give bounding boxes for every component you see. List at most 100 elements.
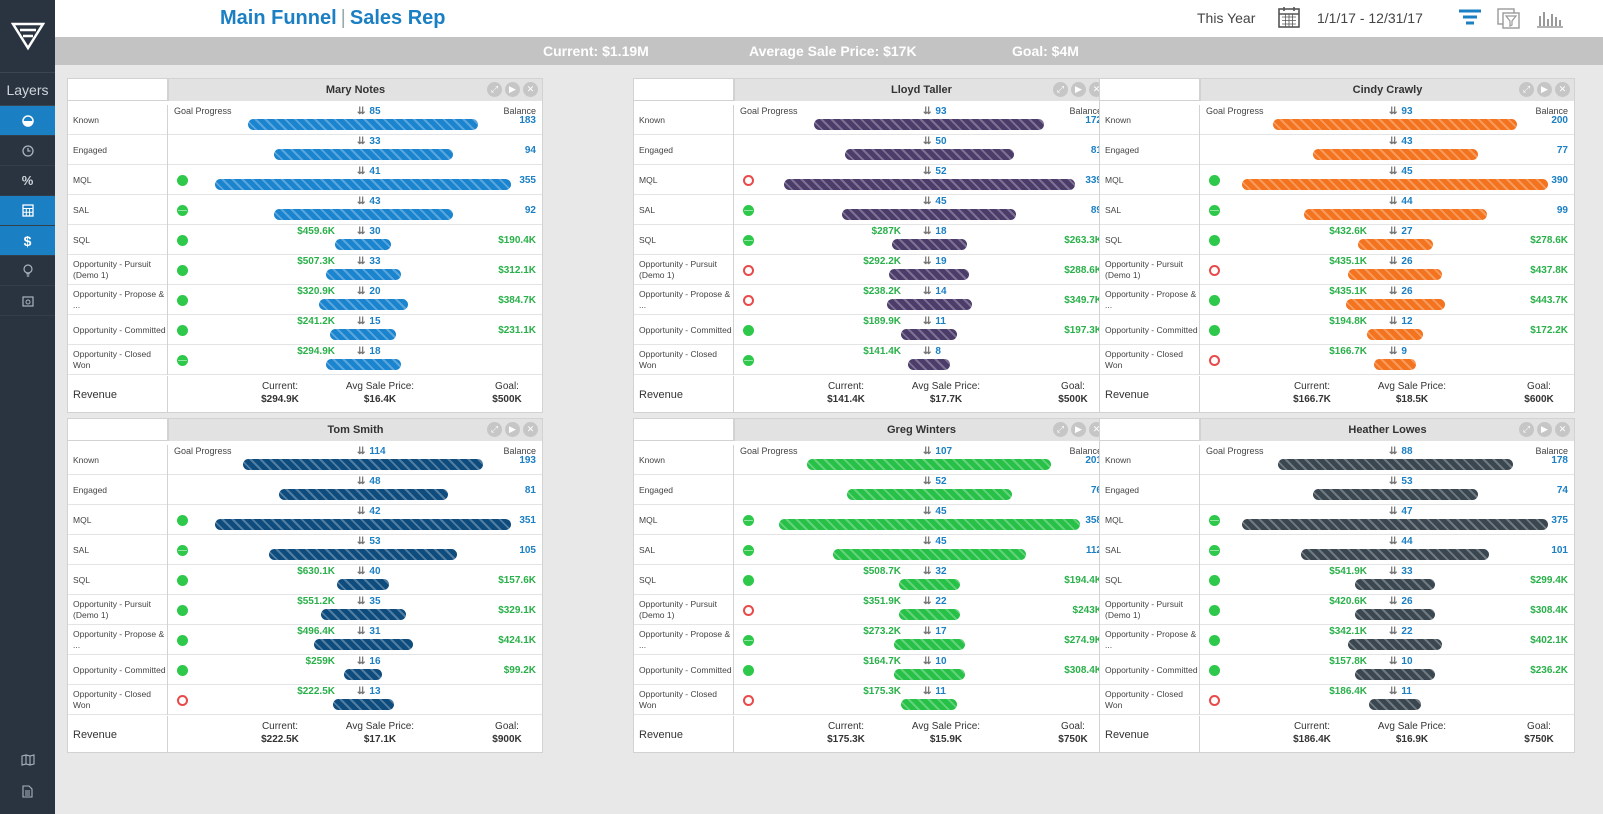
funnel-stage-row[interactable]: Known ⇊ 93 200 <box>1100 105 1574 135</box>
stage-bar[interactable] <box>1277 459 1513 470</box>
stage-bar[interactable] <box>898 609 960 620</box>
funnel-stage-row[interactable]: SQL $630.1K ⇊ 40 $157.6K <box>68 565 542 595</box>
stage-bar[interactable] <box>1348 269 1442 280</box>
funnel-stage-row[interactable]: SQL $541.9K ⇊ 33 $299.4K <box>1100 565 1574 595</box>
map-button[interactable] <box>0 745 55 775</box>
stage-bar[interactable] <box>1369 699 1421 710</box>
expand-icon[interactable]: ⤢ <box>1519 422 1534 437</box>
stage-bar[interactable] <box>846 489 1012 500</box>
funnel-stage-row[interactable]: Opportunity - Pursuit (Demo 1) $551.2K ⇊… <box>68 595 542 625</box>
stage-bar[interactable] <box>313 639 413 650</box>
funnel-stage-row[interactable]: Engaged ⇊ 43 77 <box>1100 135 1574 165</box>
stage-bar[interactable] <box>1303 209 1487 220</box>
expand-icon[interactable]: ⤢ <box>1053 422 1068 437</box>
expand-icon[interactable]: ⤢ <box>1519 82 1534 97</box>
stage-bar[interactable] <box>1348 639 1442 650</box>
funnel-stage-row[interactable]: Opportunity - Closed Won $186.4K ⇊ 11 <box>1100 685 1574 715</box>
stage-bar[interactable] <box>337 579 389 590</box>
funnel-stage-row[interactable]: Engaged ⇊ 48 81 <box>68 475 542 505</box>
funnel-stage-row[interactable]: Opportunity - Committed $164.7K ⇊ 10 $308… <box>634 655 1108 685</box>
funnel-stage-row[interactable]: SAL ⇊ 44 99 <box>1100 195 1574 225</box>
percent-layer-button[interactable]: % <box>0 166 55 196</box>
funnel-stage-row[interactable]: Known ⇊ 85 183 <box>68 105 542 135</box>
expand-icon[interactable]: ⤢ <box>487 82 502 97</box>
stage-bar[interactable] <box>1242 519 1548 530</box>
insight-layer-button[interactable] <box>0 256 55 286</box>
stage-bar[interactable] <box>891 239 967 250</box>
funnel-stage-row[interactable]: SAL ⇊ 45 112 <box>634 535 1108 565</box>
stage-bar[interactable] <box>1312 149 1478 160</box>
funnel-view-icon[interactable] <box>1458 8 1482 33</box>
stage-bar[interactable] <box>325 359 401 370</box>
funnel-stage-row[interactable]: Opportunity - Pursuit (Demo 1) $435.1K ⇊… <box>1100 255 1574 285</box>
funnel-stage-row[interactable]: Opportunity - Propose & ... $320.9K ⇊ 20 … <box>68 285 542 315</box>
stage-bar[interactable] <box>908 359 950 370</box>
stage-bar[interactable] <box>1367 329 1423 340</box>
stage-bar[interactable] <box>278 489 448 500</box>
play-icon[interactable]: ▶ <box>1537 82 1552 97</box>
stage-bar[interactable] <box>1355 609 1435 620</box>
stage-bar[interactable] <box>807 459 1051 470</box>
stage-bar[interactable] <box>844 149 1014 160</box>
stage-bar[interactable] <box>778 519 1080 530</box>
funnel-stage-row[interactable]: Opportunity - Pursuit (Demo 1) $507.3K ⇊… <box>68 255 542 285</box>
stage-bar[interactable] <box>215 519 511 530</box>
stage-bar[interactable] <box>1355 669 1435 680</box>
funnel-stage-row[interactable]: Opportunity - Propose & ... $273.2K ⇊ 17 … <box>634 625 1108 655</box>
stage-bar[interactable] <box>320 609 406 620</box>
funnel-stage-row[interactable]: Engaged ⇊ 52 76 <box>634 475 1108 505</box>
stage-bar[interactable] <box>1273 119 1517 130</box>
funnel-stage-row[interactable]: MQL ⇊ 52 339 <box>634 165 1108 195</box>
report-button[interactable] <box>0 776 55 806</box>
stage-bar[interactable] <box>273 209 453 220</box>
funnel-stage-row[interactable]: Opportunity - Propose & ... $435.1K ⇊ 26 … <box>1100 285 1574 315</box>
stage-bar[interactable] <box>344 669 382 680</box>
funnel-stage-row[interactable]: SQL $287K ⇊ 18 $263.3K <box>634 225 1108 255</box>
close-icon[interactable]: ✕ <box>523 82 538 97</box>
funnel-stage-row[interactable]: MQL ⇊ 42 351 <box>68 505 542 535</box>
logo-icon[interactable] <box>0 0 55 72</box>
stage-bar[interactable] <box>215 179 511 190</box>
stage-bar[interactable] <box>893 639 965 650</box>
stage-bar[interactable] <box>1357 239 1433 250</box>
funnel-stage-row[interactable]: MQL ⇊ 45 358 <box>634 505 1108 535</box>
funnel-stage-row[interactable]: Known ⇊ 107 201 <box>634 445 1108 475</box>
funnel-stage-row[interactable]: Engaged ⇊ 33 94 <box>68 135 542 165</box>
close-icon[interactable]: ✕ <box>523 422 538 437</box>
schedule-layer-button[interactable] <box>0 286 55 316</box>
bar-chart-view-icon[interactable] <box>1536 8 1564 33</box>
funnel-stage-row[interactable]: Opportunity - Committed $241.2K ⇊ 15 $231… <box>68 315 542 345</box>
funnel-stage-row[interactable]: Known ⇊ 88 178 <box>1100 445 1574 475</box>
funnel-stage-row[interactable]: MQL ⇊ 45 390 <box>1100 165 1574 195</box>
play-icon[interactable]: ▶ <box>505 82 520 97</box>
funnel-stage-row[interactable]: Engaged ⇊ 53 74 <box>1100 475 1574 505</box>
time-layer-button[interactable] <box>0 136 55 166</box>
stage-bar[interactable] <box>1301 549 1489 560</box>
funnel-stage-row[interactable]: Opportunity - Committed $189.9K ⇊ 11 $197… <box>634 315 1108 345</box>
funnel-stage-row[interactable]: Opportunity - Pursuit (Demo 1) $292.2K ⇊… <box>634 255 1108 285</box>
dollar-layer-button[interactable]: $ <box>0 226 55 256</box>
expand-icon[interactable]: ⤢ <box>1053 82 1068 97</box>
close-icon[interactable]: ✕ <box>1555 82 1570 97</box>
stage-bar[interactable] <box>1374 359 1416 370</box>
stage-bar[interactable] <box>1345 299 1445 310</box>
stage-bar[interactable] <box>832 549 1026 560</box>
funnel-stage-row[interactable]: Known ⇊ 93 172 <box>634 105 1108 135</box>
close-icon[interactable]: ✕ <box>1555 422 1570 437</box>
funnel-stage-row[interactable]: Opportunity - Propose & ... $496.4K ⇊ 31 … <box>68 625 542 655</box>
stage-bar[interactable] <box>330 329 396 340</box>
stage-bar[interactable] <box>893 669 965 680</box>
play-icon[interactable]: ▶ <box>1071 82 1086 97</box>
stage-bar[interactable] <box>243 459 483 470</box>
funnel-stage-row[interactable]: Opportunity - Committed $194.8K ⇊ 12 $172… <box>1100 315 1574 345</box>
stage-bar[interactable] <box>325 269 401 280</box>
stage-bar[interactable] <box>901 699 957 710</box>
funnel-stage-row[interactable]: Opportunity - Closed Won $166.7K ⇊ 9 <box>1100 345 1574 375</box>
funnel-stage-row[interactable]: Opportunity - Committed $259K ⇊ 16 $99.2K <box>68 655 542 685</box>
stage-bar[interactable] <box>318 299 408 310</box>
funnel-stage-row[interactable]: Opportunity - Closed Won $175.3K ⇊ 11 <box>634 685 1108 715</box>
funnel-stage-row[interactable]: Opportunity - Closed Won $222.5K ⇊ 13 <box>68 685 542 715</box>
stage-bar[interactable] <box>1355 579 1435 590</box>
expand-icon[interactable]: ⤢ <box>487 422 502 437</box>
funnel-stage-row[interactable]: SAL ⇊ 53 105 <box>68 535 542 565</box>
